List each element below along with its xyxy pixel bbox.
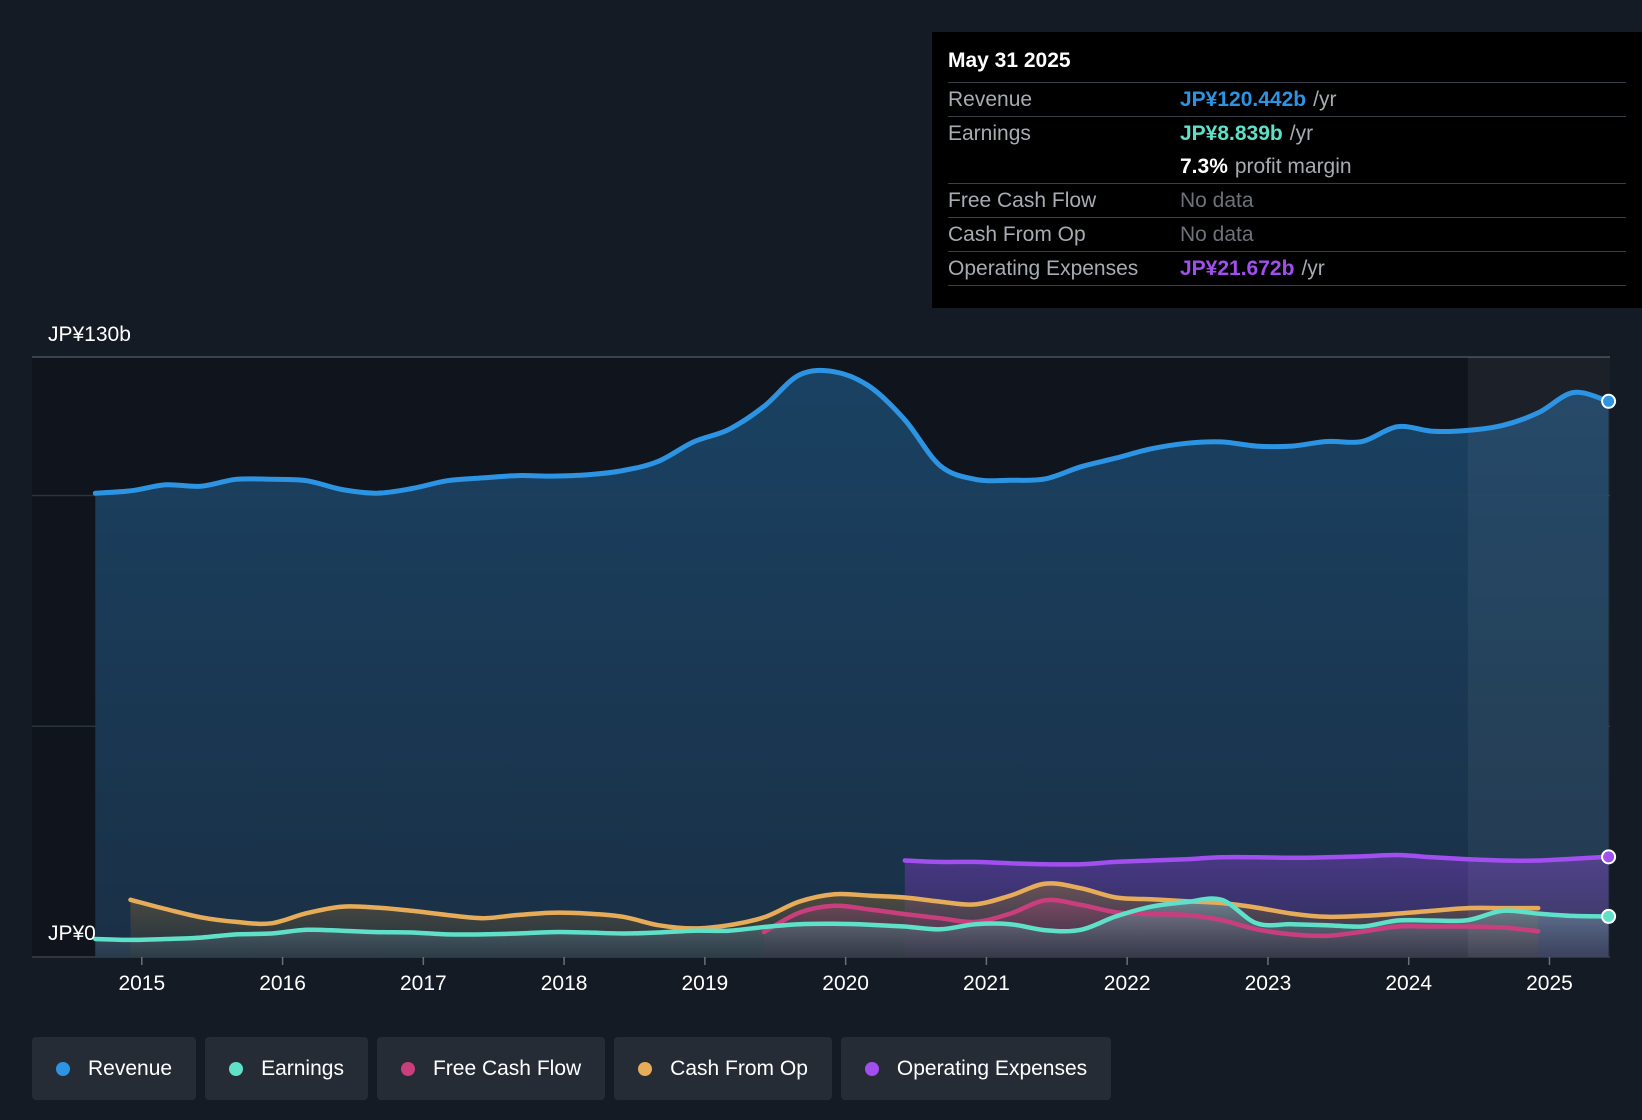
- tooltip-row-revenue: Revenue JP¥120.442b/yr: [948, 83, 1626, 117]
- financials-chart: 2015 2016 2017 2018 2019 2020 2021 2022 2023 2024…: [32, 323, 1617, 995]
- legend-label: Earnings: [261, 1056, 344, 1080]
- x-tick-label: 2015: [118, 972, 165, 995]
- x-tick-label: 2016: [259, 972, 306, 995]
- x-tick-label: 2022: [1104, 972, 1151, 995]
- y-tick-label-bottom: JP¥0: [48, 922, 96, 945]
- tooltip-row-free-cash-flow: Free Cash Flow No data: [948, 184, 1626, 218]
- x-axis: 2015 2016 2017 2018 2019 2020 2021 2022 2023 2024…: [118, 957, 1573, 995]
- x-tick-label: 2017: [400, 972, 447, 995]
- opex-line: [902, 852, 1611, 867]
- tooltip-row-cash-from-op: Cash From Op No data: [948, 218, 1626, 252]
- fcf-line: [761, 897, 1541, 939]
- cfo-line: [128, 881, 1541, 931]
- legend-item-free-cash-flow[interactable]: Free Cash Flow: [376, 1037, 606, 1100]
- revenue-dot-icon: [56, 1061, 70, 1076]
- tooltip-unit: /yr: [1301, 257, 1325, 280]
- tooltip-row-earnings: Earnings JP¥8.839b/yr: [948, 117, 1626, 150]
- tooltip-row-operating-expenses: Operating Expenses JP¥21.672b/yr: [948, 252, 1626, 286]
- legend-label: Free Cash Flow: [432, 1056, 582, 1080]
- forecast-highlight: [1467, 357, 1610, 957]
- tooltip-value: No data: [1180, 223, 1254, 246]
- legend-item-cash-from-op[interactable]: Cash From Op: [614, 1037, 832, 1100]
- tooltip-label: Revenue: [948, 88, 1033, 111]
- tooltip-unit: profit margin: [1234, 155, 1352, 178]
- tooltip-value: 7.3%: [1180, 155, 1228, 178]
- x-tick-label: 2025: [1526, 972, 1573, 995]
- x-tick-label: 2018: [541, 972, 588, 995]
- tooltip-value: JP¥21.672b: [1180, 257, 1295, 280]
- revenue-line: [92, 367, 1612, 496]
- legend-label: Revenue: [88, 1056, 173, 1080]
- y-tick-label-top: JP¥130b: [48, 323, 131, 346]
- tooltip-date: May 31 2025: [948, 46, 1626, 83]
- x-tick-label: 2021: [963, 972, 1010, 995]
- operating-expenses-dot-icon: [864, 1061, 879, 1076]
- tooltip-unit: /yr: [1289, 122, 1314, 145]
- legend-label: Operating Expenses: [896, 1056, 1088, 1080]
- x-tick-label: 2023: [1245, 972, 1292, 995]
- earnings-dot-icon: [229, 1061, 244, 1076]
- tooltip-panel: May 31 2025 Revenue JP¥120.442b/yr Earni…: [932, 32, 1642, 308]
- x-tick-label: 2024: [1385, 972, 1432, 995]
- series-endpoints: [1601, 393, 1617, 924]
- earnings-line: [93, 896, 1611, 943]
- tooltip-label: Earnings: [948, 122, 1031, 145]
- free-cash-flow-dot-icon: [400, 1061, 415, 1076]
- revenue-area: [95, 370, 1609, 957]
- tooltip-label: [948, 150, 1180, 183]
- x-tick-label: 2020: [822, 972, 869, 995]
- tooltip-value: No data: [1180, 189, 1254, 212]
- tooltip-value: JP¥8.839b: [1180, 122, 1283, 145]
- tooltip-label: Free Cash Flow: [948, 189, 1097, 212]
- tooltip-label: Operating Expenses: [948, 257, 1139, 280]
- earnings-area: [95, 898, 1609, 957]
- series-areas: [95, 370, 1609, 957]
- legend-label: Cash From Op: [670, 1056, 808, 1080]
- cash-from-op-dot-icon: [638, 1061, 653, 1076]
- legend-item-revenue[interactable]: Revenue: [32, 1037, 197, 1100]
- tooltip-unit: /yr: [1313, 88, 1337, 111]
- series-lines: [92, 367, 1612, 943]
- earnings-endpoint: [1601, 908, 1617, 924]
- tooltip-label: Cash From Op: [948, 223, 1086, 246]
- x-tick-label: 2019: [682, 972, 729, 995]
- tooltip-value: JP¥120.442b: [1180, 88, 1307, 111]
- revenue-endpoint: [1601, 393, 1617, 409]
- tooltip-row-profit-margin: 7.3% profit margin: [948, 150, 1626, 184]
- legend-item-earnings[interactable]: Earnings: [205, 1037, 368, 1100]
- legend: Revenue Earnings Free Cash Flow Cash Fro…: [32, 1037, 1112, 1100]
- legend-item-operating-expenses[interactable]: Operating Expenses: [840, 1037, 1112, 1100]
- opex-endpoint: [1601, 849, 1617, 865]
